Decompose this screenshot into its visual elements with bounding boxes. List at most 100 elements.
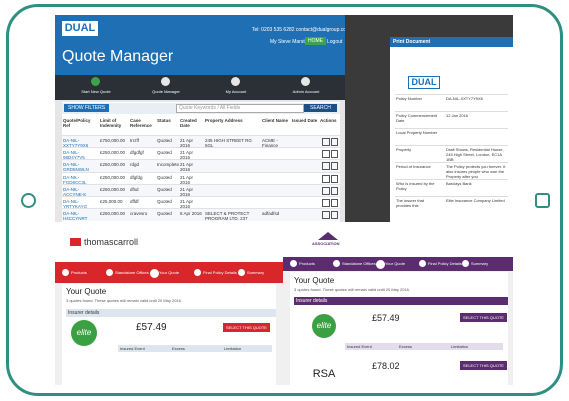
- quote-ref[interactable]: DA-NIL-YRTYKAYG: [63, 199, 88, 209]
- table-cell: £750,000.00: [100, 138, 126, 143]
- tc-note: 3 quotes found. These quotes will remain…: [66, 298, 182, 303]
- row-bg: [62, 183, 340, 197]
- step-badge: [333, 260, 340, 267]
- table-cell: 21 Apr 2016: [180, 162, 194, 173]
- qm-nav: [55, 75, 345, 100]
- nav-label[interactable]: My Account: [225, 89, 247, 94]
- tc-col: Excess: [172, 346, 185, 351]
- ma-select[interactable]: SELECT THIS QUOTE: [460, 361, 507, 370]
- print-icon[interactable]: [331, 150, 338, 159]
- ma-col: Insured Event: [347, 344, 372, 349]
- qm-contact: Tel: 0203 535 6282 contact@dualgroup.com: [252, 27, 351, 33]
- edit-icon[interactable]: [322, 199, 330, 207]
- step-label[interactable]: Products: [71, 270, 87, 275]
- pd-value: 12 Jan 2016: [446, 113, 469, 118]
- search-button[interactable]: SEARCH: [304, 104, 337, 112]
- table-cell: dfgdfgf: [130, 150, 144, 156]
- ma-price: £57.49: [372, 313, 400, 323]
- table-cell: adfadfsd: [262, 211, 280, 217]
- home-button[interactable]: [535, 193, 550, 208]
- quote-ref[interactable]: DA-NIL-GRD5NWLN: [63, 162, 89, 173]
- table-cell: Quoted: [157, 138, 172, 143]
- edit-icon[interactable]: [322, 162, 330, 171]
- qm-title: Quote Manager: [62, 48, 174, 65]
- tc-select[interactable]: SELECT THIS QUOTE: [223, 323, 270, 332]
- print-icon[interactable]: [331, 199, 338, 207]
- step-badge: [194, 269, 201, 276]
- tc-logo: thomascarroll: [84, 237, 139, 247]
- step-label[interactable]: Standalone Offices: [342, 261, 376, 266]
- step-label[interactable]: Final Policy Details: [203, 270, 237, 275]
- pd-logo: DUAL: [408, 76, 440, 89]
- quote-ref[interactable]: DA-NIL-FGD8CC3L: [63, 174, 87, 185]
- nav-icon[interactable]: [301, 77, 310, 86]
- table-cell: £250,000.00: [100, 174, 126, 180]
- step-label[interactable]: Products: [299, 261, 315, 266]
- pd-divider: [395, 179, 508, 180]
- ma-insurer-details: Insurer details: [294, 297, 508, 305]
- qm-home[interactable]: HOME: [305, 37, 326, 45]
- tc-cols-bar: [118, 345, 272, 352]
- nav-icon[interactable]: [231, 77, 240, 86]
- search-input[interactable]: Quote Keywords / All Fields: [176, 104, 304, 113]
- quote-ref[interactable]: DA-NIL-H4CCYNRT: [63, 211, 88, 222]
- tc-insurer-logo: elite: [71, 320, 97, 346]
- table-header: Case Reference: [130, 118, 152, 128]
- table-header: Property Address: [205, 118, 243, 123]
- ma-col: Excess: [399, 344, 412, 349]
- quote-ref[interactable]: DA-NIL-XXTY7Y9X6: [63, 138, 89, 148]
- step-label[interactable]: Your Quote: [159, 270, 180, 275]
- step-badge: [290, 260, 297, 267]
- pd-divider: [395, 162, 508, 163]
- nav-label[interactable]: Quote Manager: [152, 89, 180, 94]
- print-icon[interactable]: [331, 211, 338, 220]
- pd-value: DA-NIL-XXTY7Y9X6: [446, 96, 483, 101]
- table-header: Status: [157, 118, 171, 123]
- tc-price: £57.49: [136, 322, 167, 333]
- qm-logout[interactable]: Logout: [327, 39, 343, 45]
- table-cell: dfgfdg: [130, 174, 143, 180]
- quote-ref[interactable]: DA-NIL-ACCYNE-8: [63, 186, 86, 197]
- show-filters[interactable]: SHOW FILTERS: [64, 104, 110, 112]
- pd-label: Period of Insurance: [396, 164, 431, 169]
- step-badge: [419, 260, 426, 267]
- row-bg: [62, 147, 340, 161]
- step-label[interactable]: Your Quote: [385, 261, 406, 266]
- tc-col: Insured Event: [120, 346, 145, 351]
- print-icon[interactable]: [331, 138, 338, 146]
- edit-icon[interactable]: [322, 174, 330, 183]
- qm-header: [55, 15, 345, 75]
- print-icon[interactable]: [331, 186, 338, 195]
- edit-icon[interactable]: [322, 211, 330, 220]
- pd-title: Print Document: [393, 39, 431, 45]
- edit-icon[interactable]: [322, 186, 330, 195]
- step-label[interactable]: Summary: [247, 270, 265, 275]
- table-cell: £250,000.00: [100, 150, 126, 156]
- step-badge: [106, 269, 113, 276]
- row-bg: [62, 171, 340, 185]
- pd-titlebar: [390, 37, 513, 47]
- edit-icon[interactable]: [322, 150, 330, 159]
- step-label[interactable]: Summary: [471, 261, 489, 266]
- print-icon[interactable]: [331, 162, 338, 171]
- pd-label: Who is insured by the Policy: [396, 181, 435, 191]
- quote-ref[interactable]: DA-NIL-98D4Y7V5: [63, 150, 85, 161]
- table-cell: Quoted: [157, 211, 172, 217]
- nav-icon[interactable]: [161, 77, 170, 86]
- edit-icon[interactable]: [322, 138, 330, 146]
- table-cell: Quoted: [157, 186, 172, 192]
- ma-col: Limitation: [451, 344, 469, 349]
- table-header: Quote/Policy Ref: [63, 118, 91, 128]
- nav-label[interactable]: Admin Account: [292, 89, 320, 94]
- nav-icon[interactable]: [91, 77, 100, 86]
- print-icon[interactable]: [331, 174, 338, 183]
- ma-select[interactable]: SELECT THIS QUOTE: [460, 313, 507, 322]
- table-header: Client Name: [262, 118, 289, 123]
- qm-user[interactable]: My Steve Marston: [270, 39, 311, 45]
- ma-insurer-logo: elite: [312, 314, 336, 338]
- table-cell: £250,000.00: [100, 186, 126, 192]
- step-label[interactable]: Final Policy Details: [428, 261, 462, 266]
- nav-label[interactable]: Start New Quote: [81, 89, 111, 94]
- step-label[interactable]: Standalone Offices: [115, 270, 149, 275]
- step-badge: [62, 269, 69, 276]
